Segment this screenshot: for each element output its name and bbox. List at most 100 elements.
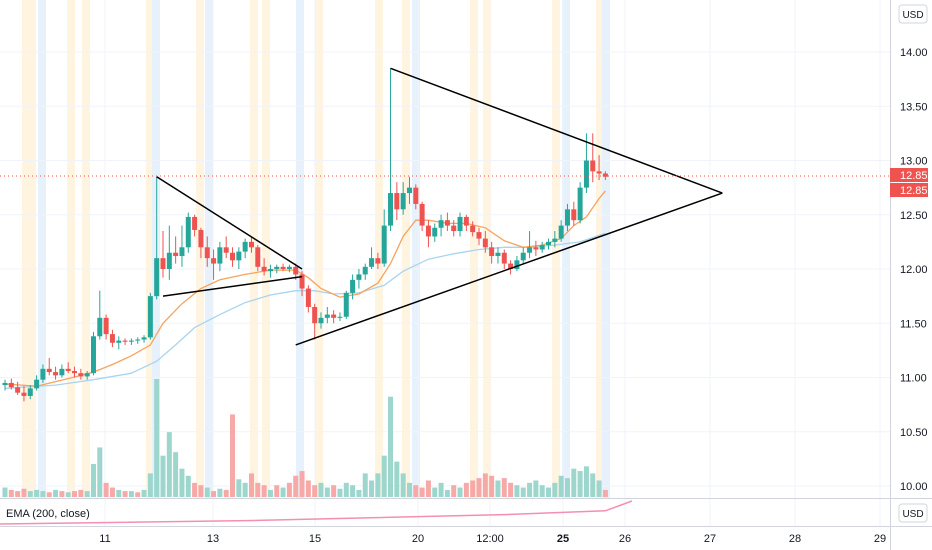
candle-body	[362, 266, 368, 275]
candle-body	[84, 373, 90, 377]
candle-body	[179, 247, 185, 256]
time-tick-label: 11	[99, 533, 110, 545]
volume-bar	[558, 475, 564, 497]
trendline[interactable]	[156, 176, 303, 270]
candle-body	[381, 225, 387, 264]
candle-body	[564, 209, 570, 226]
candle-body	[457, 216, 463, 232]
candle-body	[8, 382, 14, 388]
trendline[interactable]	[162, 275, 303, 297]
candle-body	[463, 216, 469, 226]
candle-body	[438, 220, 444, 228]
volume-bar	[451, 485, 457, 497]
time-tick-label: 28	[789, 533, 801, 545]
volume-series	[2, 379, 608, 497]
candle-body	[154, 258, 160, 297]
volume-bar	[280, 487, 286, 497]
volume-bar	[425, 480, 431, 497]
trendline-drawings	[156, 67, 723, 346]
session-band	[596, 0, 604, 498]
volume-bar	[135, 492, 141, 497]
volume-bar	[299, 471, 305, 497]
candle-body	[198, 229, 204, 248]
price-tick-label: 13.50	[900, 101, 928, 113]
indicator-legend[interactable]: EMA (200, close)	[6, 508, 90, 520]
candle-body	[166, 252, 172, 269]
volume-bar	[375, 473, 381, 497]
indicator-currency-button[interactable]	[898, 503, 928, 523]
volume-bar	[571, 468, 577, 497]
price-tick-label: 11.00	[900, 373, 927, 385]
volume-bar	[564, 478, 570, 497]
volume-bar	[444, 489, 450, 497]
volume-bar	[59, 491, 65, 497]
candle-body	[425, 225, 431, 237]
candle-body	[444, 220, 450, 226]
candle-body	[583, 160, 589, 188]
volume-bar	[337, 488, 343, 497]
price-tick-label: 12.50	[900, 210, 928, 222]
session-band	[152, 0, 160, 498]
candle-body	[261, 266, 267, 272]
session-band	[146, 0, 154, 498]
volume-bar	[122, 491, 128, 497]
volume-bar	[457, 487, 463, 497]
candle-body	[53, 372, 59, 376]
candle-body	[539, 245, 545, 250]
volume-bar	[65, 492, 71, 497]
volume-bar	[602, 489, 608, 497]
volume-bar	[577, 471, 583, 497]
candle-body	[116, 340, 122, 343]
candle-body	[248, 241, 254, 248]
candle-body	[230, 252, 236, 261]
volume-bar	[476, 478, 482, 497]
candle-body	[331, 314, 337, 318]
candle-body	[350, 279, 356, 293]
candle-body	[40, 368, 46, 380]
volume-bar	[293, 475, 299, 497]
currency-label: USD	[902, 10, 923, 21]
volume-bar	[154, 379, 160, 497]
volume-bar	[539, 485, 545, 497]
price-axis: 14.00 13.50 13.00 12.50 12.00 11.50 11.00 10.50…	[900, 47, 928, 493]
candle-body	[533, 247, 539, 250]
candle-body	[305, 288, 311, 307]
candle-body	[482, 238, 488, 248]
session-band	[552, 0, 560, 498]
candle-body	[27, 388, 33, 396]
volume-bar	[84, 491, 90, 497]
time-axis: 11 13 15 20 12:00 25 26 27 28 29	[99, 533, 886, 545]
price-tick-label: 12.00	[900, 264, 928, 276]
session-band	[82, 0, 90, 498]
session-band	[602, 0, 610, 498]
candle-body	[299, 274, 305, 289]
volume-bar	[40, 491, 46, 497]
volume-bar	[406, 482, 412, 497]
session-band	[22, 0, 30, 498]
session-bands	[22, 0, 610, 498]
time-tick-label: 15	[309, 533, 321, 545]
session-band	[196, 0, 204, 498]
candle-body	[369, 258, 375, 267]
volume-bar	[520, 487, 526, 497]
candle-body	[400, 193, 406, 210]
volume-bar	[109, 487, 115, 497]
candle-body	[388, 193, 394, 226]
volume-bar	[160, 455, 166, 497]
trendline[interactable]	[390, 67, 723, 194]
candle-body	[394, 193, 400, 210]
volume-bar	[495, 480, 501, 497]
time-tick-label: 27	[704, 533, 716, 545]
volume-bar	[103, 482, 109, 497]
currency-button[interactable]	[898, 4, 928, 24]
volume-bar	[46, 492, 52, 497]
candle-body	[577, 187, 583, 221]
session-band	[67, 0, 75, 498]
session-band	[375, 0, 383, 498]
volume-bar	[356, 489, 362, 497]
volume-bar	[21, 488, 27, 497]
trendline[interactable]	[295, 192, 723, 346]
candle-body	[280, 266, 286, 269]
session-band	[38, 0, 46, 498]
